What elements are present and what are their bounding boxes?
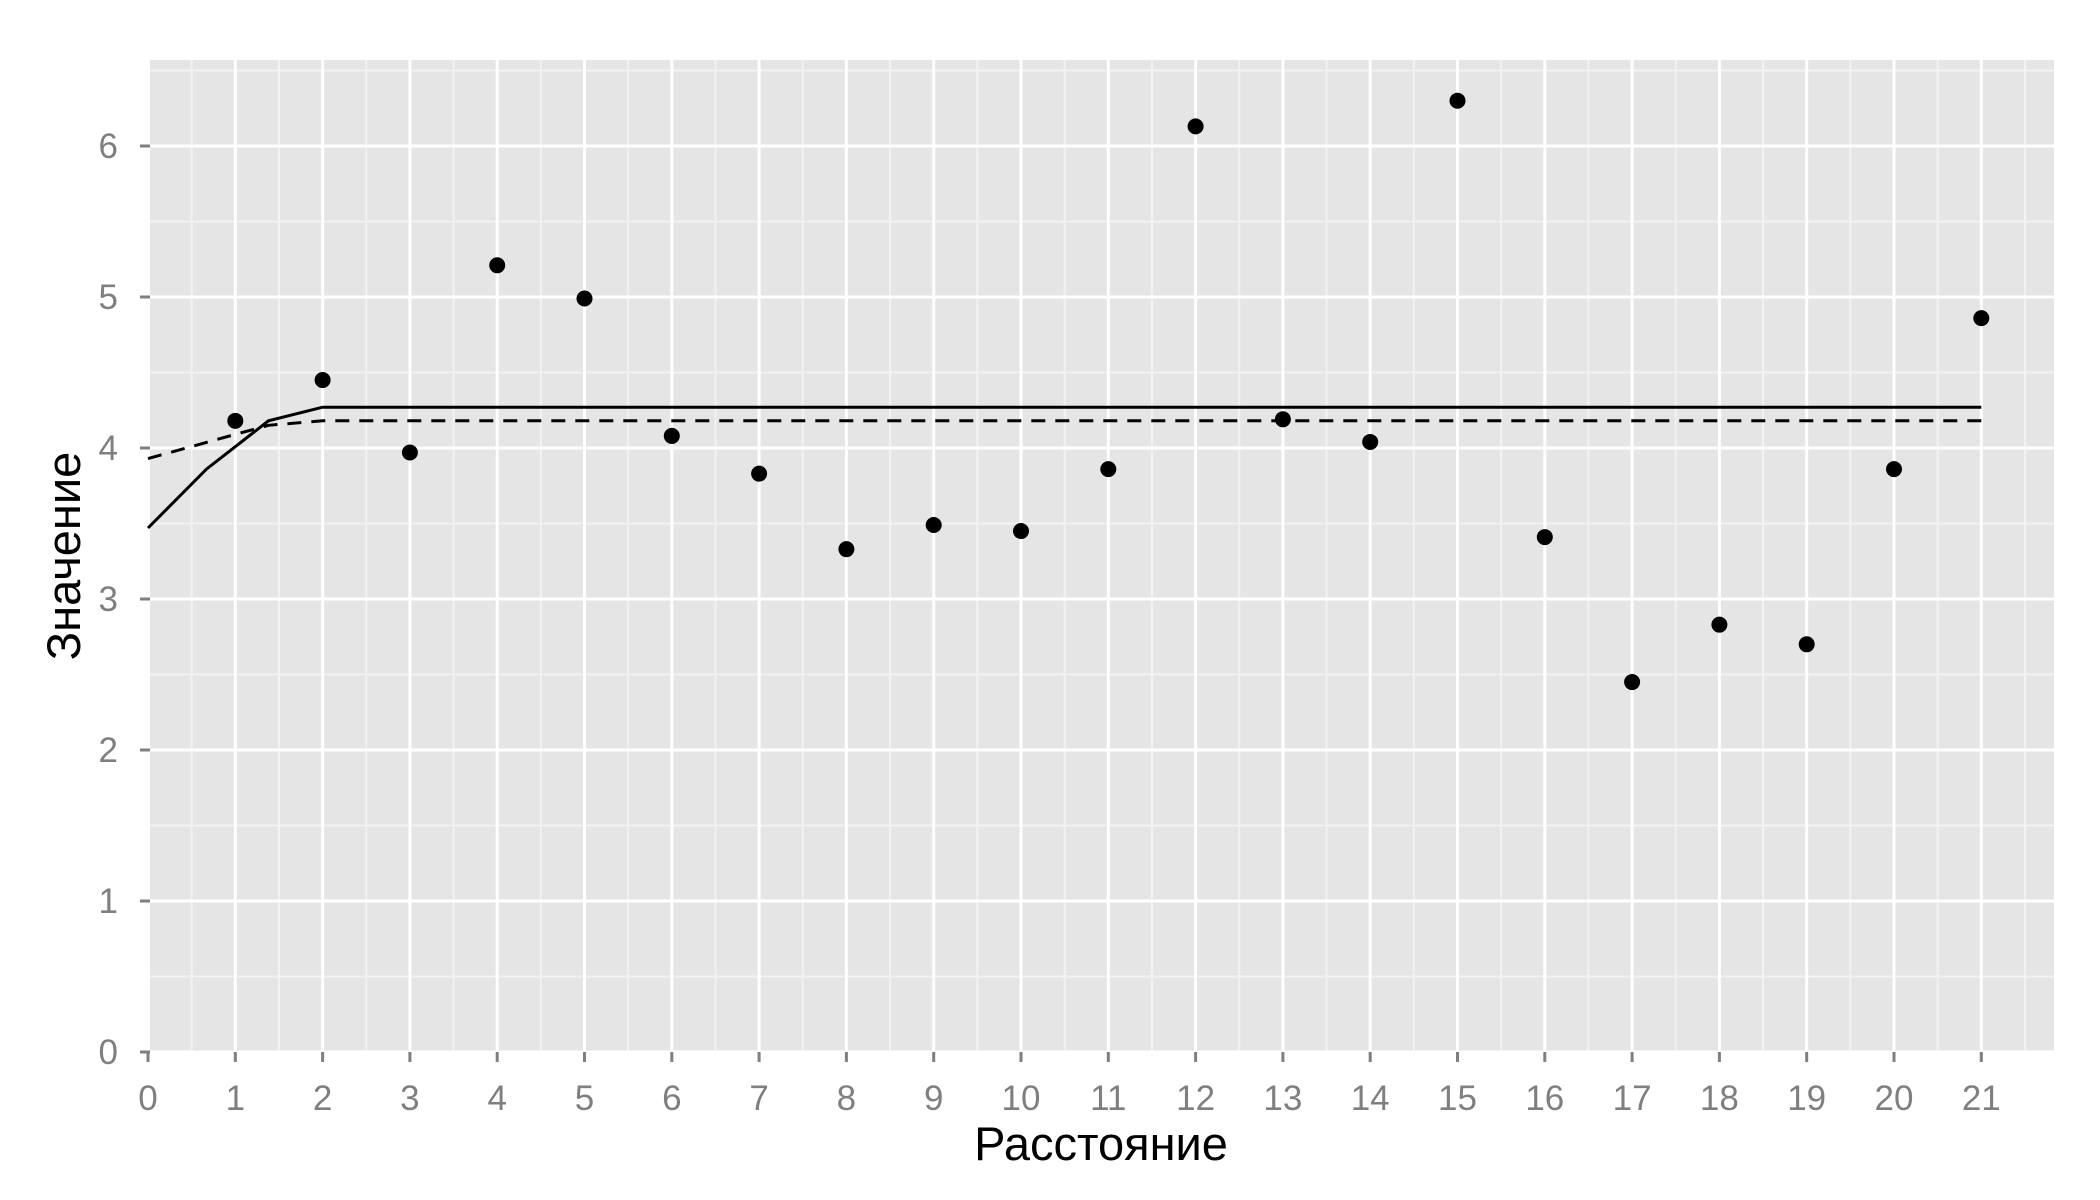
x-axis-title: Расстояние	[974, 1117, 1228, 1170]
data-point	[751, 465, 768, 482]
data-point	[925, 517, 942, 534]
y-tick-labels: 0 1 2 3 4 5 6	[99, 127, 118, 1072]
x-tick-label: 15	[1438, 1079, 1477, 1118]
x-tick-label: 2	[313, 1079, 332, 1118]
x-tick-label: 21	[1962, 1079, 2001, 1118]
data-point	[1100, 461, 1117, 478]
y-tick-label: 0	[99, 1033, 118, 1072]
data-point	[401, 444, 418, 461]
data-point	[663, 427, 680, 444]
data-point	[1362, 433, 1379, 450]
x-tick-label: 20	[1875, 1079, 1914, 1118]
x-tick-label: 17	[1613, 1079, 1652, 1118]
data-point	[1536, 529, 1553, 546]
data-point	[1274, 411, 1291, 428]
y-axis-title: Значение	[37, 452, 90, 660]
x-tick-label: 14	[1351, 1079, 1390, 1118]
x-tick-labels: 0 1 2 3 4 5 6 7 8 9 10 11 12 13 14 15 16 17 18 19 20 21	[138, 1079, 2001, 1118]
y-tick-label: 3	[99, 580, 118, 619]
x-tick-label: 3	[400, 1079, 419, 1118]
x-tick-label: 5	[575, 1079, 594, 1118]
data-point	[1013, 523, 1029, 540]
data-point	[314, 372, 331, 389]
x-tick-label: 19	[1787, 1079, 1826, 1118]
data-point	[1711, 616, 1728, 633]
y-tick-label: 5	[99, 278, 118, 317]
x-tick-label: 6	[662, 1079, 681, 1118]
grid-major	[146, 60, 2054, 1054]
x-tick-label: 13	[1263, 1079, 1302, 1118]
x-tick-label: 16	[1525, 1079, 1564, 1118]
x-tick-label: 12	[1176, 1079, 1215, 1118]
solid-fit-line	[146, 405, 1982, 530]
data-point	[1886, 461, 1902, 478]
data-point	[1624, 674, 1641, 691]
plot-panel	[150, 60, 2054, 1052]
data-point	[227, 412, 244, 429]
x-tick-label: 10	[1002, 1079, 1041, 1118]
x-tick-label: 4	[487, 1079, 506, 1118]
x-tick-label: 11	[1090, 1079, 1126, 1118]
data-point	[489, 257, 506, 274]
y-tick-label: 1	[99, 882, 118, 921]
x-tick-label: 9	[924, 1079, 943, 1118]
data-point	[1798, 636, 1815, 653]
data-points	[227, 92, 1990, 691]
x-tick-label: 8	[837, 1079, 856, 1118]
y-tick-label: 6	[99, 127, 118, 166]
data-point	[1973, 310, 1990, 327]
data-point	[838, 541, 855, 558]
dashed-fit-line	[147, 419, 1982, 461]
y-tick-label: 2	[99, 731, 118, 770]
data-point	[1187, 118, 1204, 135]
grid-minor	[150, 60, 2054, 1052]
fit-lines	[146, 405, 1982, 530]
data-point	[1449, 92, 1466, 109]
data-point	[576, 290, 593, 307]
x-tick-label: 18	[1700, 1079, 1739, 1118]
x-tick-label: 7	[749, 1079, 768, 1118]
axis-ticks	[140, 144, 1983, 1062]
x-tick-label: 1	[226, 1079, 245, 1118]
x-tick-label: 0	[138, 1079, 157, 1118]
y-tick-label: 4	[99, 429, 118, 468]
